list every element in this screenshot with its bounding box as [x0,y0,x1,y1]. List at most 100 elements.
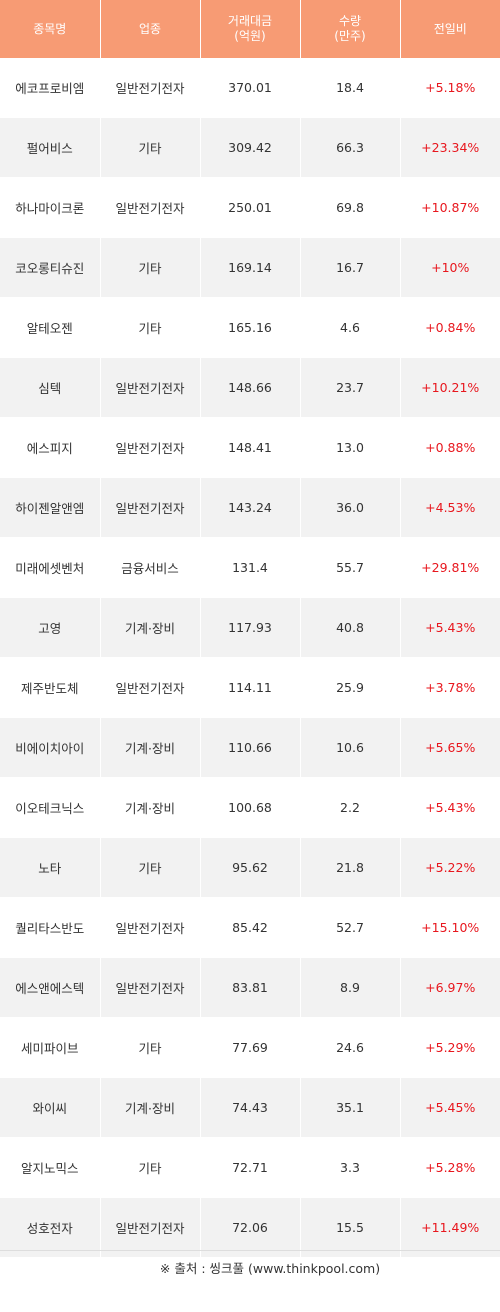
header-volume: 수량 (만주) [300,0,401,58]
table-row: 미래에셋벤처 금융서비스 131.4 55.7 +29.81% [0,537,500,598]
header-row: 종목명 업종 거래대금 (억원) 수량 (만주) 전일비 [0,0,500,58]
stock-name-cell: 미래에셋벤처 [0,537,101,598]
trade-amount-cell: 148.66 [200,357,301,418]
trade-amount-cell: 114.11 [200,657,301,718]
stock-name-cell: 성호전자 [0,1197,101,1258]
table-row: 에스앤에스텍 일반전기전자 83.81 8.9 +6.97% [0,957,500,1018]
header-trade-amount-label: 거래대금 [227,14,273,28]
sector-cell: 기타 [100,237,201,298]
sector-cell: 일반전기전자 [100,417,201,478]
change-cell: +15.10% [400,897,500,958]
sector-cell: 기계·장비 [100,1077,201,1138]
stock-name-cell: 세미파이브 [0,1017,101,1078]
change-cell: +10% [400,237,500,298]
stock-name-cell: 알테오젠 [0,297,101,358]
trade-amount-cell: 370.01 [200,58,301,118]
sector-cell: 일반전기전자 [100,357,201,418]
volume-cell: 40.8 [300,597,401,658]
sector-cell: 기타 [100,297,201,358]
trade-amount-cell: 309.42 [200,117,301,178]
change-cell: +29.81% [400,537,500,598]
trade-amount-cell: 143.24 [200,477,301,538]
sector-cell: 일반전기전자 [100,897,201,958]
volume-cell: 52.7 [300,897,401,958]
trade-amount-cell: 131.4 [200,537,301,598]
trade-amount-cell: 72.71 [200,1137,301,1198]
stock-name-cell: 알지노믹스 [0,1137,101,1198]
table-row: 성호전자 일반전기전자 72.06 15.5 +11.49% [0,1197,500,1258]
table-row: 와이씨 기계·장비 74.43 35.1 +5.45% [0,1077,500,1138]
table-row: 하이젠알앤엠 일반전기전자 143.24 36.0 +4.53% [0,477,500,538]
table-header: 종목명 업종 거래대금 (억원) 수량 (만주) 전일비 [0,0,500,58]
change-cell: +5.65% [400,717,500,778]
change-cell: +5.18% [400,58,500,118]
change-cell: +4.53% [400,477,500,538]
volume-cell: 66.3 [300,117,401,178]
sector-cell: 기계·장비 [100,597,201,658]
volume-cell: 21.8 [300,837,401,898]
volume-cell: 23.7 [300,357,401,418]
table-row: 세미파이브 기타 77.69 24.6 +5.29% [0,1017,500,1078]
stock-name-cell: 제주반도체 [0,657,101,718]
table-row: 제주반도체 일반전기전자 114.11 25.9 +3.78% [0,657,500,718]
trade-amount-cell: 95.62 [200,837,301,898]
table-body: 에코프로비엠 일반전기전자 370.01 18.4 +5.18% 펄어비스 기타 309.42… [0,58,500,1258]
stock-name-cell: 코오롱티슈진 [0,237,101,298]
stock-name-cell: 와이씨 [0,1077,101,1138]
trade-amount-cell: 72.06 [200,1197,301,1258]
sector-cell: 기타 [100,1017,201,1078]
change-cell: +5.43% [400,597,500,658]
trade-amount-cell: 100.68 [200,777,301,838]
header-volume-label: 수량 [338,14,362,28]
volume-cell: 35.1 [300,1077,401,1138]
trade-amount-cell: 77.69 [200,1017,301,1078]
sector-cell: 기타 [100,117,201,178]
table-row: 에스피지 일반전기전자 148.41 13.0 +0.88% [0,417,500,478]
sector-cell: 일반전기전자 [100,58,201,118]
volume-cell: 2.2 [300,777,401,838]
change-cell: +5.43% [400,777,500,838]
sector-cell: 일반전기전자 [100,477,201,538]
volume-cell: 8.9 [300,957,401,1018]
volume-cell: 55.7 [300,537,401,598]
table-row: 심텍 일반전기전자 148.66 23.7 +10.21% [0,357,500,418]
reference-mark-icon: ※ [159,1261,171,1276]
volume-cell: 13.0 [300,417,401,478]
sector-cell: 일반전기전자 [100,657,201,718]
volume-cell: 3.3 [300,1137,401,1198]
volume-cell: 16.7 [300,237,401,298]
stock-name-cell: 펄어비스 [0,117,101,178]
stock-name-cell: 심텍 [0,357,101,418]
volume-cell: 4.6 [300,297,401,358]
change-cell: +5.45% [400,1077,500,1138]
table-row: 고영 기계·장비 117.93 40.8 +5.43% [0,597,500,658]
volume-cell: 10.6 [300,717,401,778]
sector-cell: 기타 [100,1137,201,1198]
sector-cell: 일반전기전자 [100,957,201,1018]
sector-cell: 기계·장비 [100,777,201,838]
change-cell: +0.84% [400,297,500,358]
header-trade-amount: 거래대금 (억원) [200,0,301,58]
trade-amount-cell: 250.01 [200,177,301,238]
stock-name-cell: 하나마이크론 [0,177,101,238]
table-row: 퀄리타스반도 일반전기전자 85.42 52.7 +15.10% [0,897,500,958]
header-trade-amount-unit: (억원) [234,29,266,43]
change-cell: +23.34% [400,117,500,178]
stock-name-cell: 노타 [0,837,101,898]
table-row: 펄어비스 기타 309.42 66.3 +23.34% [0,117,500,178]
table-row: 에코프로비엠 일반전기전자 370.01 18.4 +5.18% [0,58,500,118]
trade-amount-cell: 74.43 [200,1077,301,1138]
table-row: 이오테크닉스 기계·장비 100.68 2.2 +5.43% [0,777,500,838]
trade-amount-cell: 148.41 [200,417,301,478]
stock-table: 종목명 업종 거래대금 (억원) 수량 (만주) 전일비 에코프로비엠 일반전기전… [0,0,500,1258]
volume-cell: 36.0 [300,477,401,538]
header-change: 전일비 [400,0,500,58]
trade-amount-cell: 85.42 [200,897,301,958]
trade-amount-cell: 117.93 [200,597,301,658]
table-row: 코오롱티슈진 기타 169.14 16.7 +10% [0,237,500,298]
volume-cell: 69.8 [300,177,401,238]
change-cell: +11.49% [400,1197,500,1258]
sector-cell: 일반전기전자 [100,177,201,238]
table-row: 알테오젠 기타 165.16 4.6 +0.84% [0,297,500,358]
table-row: 비에이치아이 기계·장비 110.66 10.6 +5.65% [0,717,500,778]
